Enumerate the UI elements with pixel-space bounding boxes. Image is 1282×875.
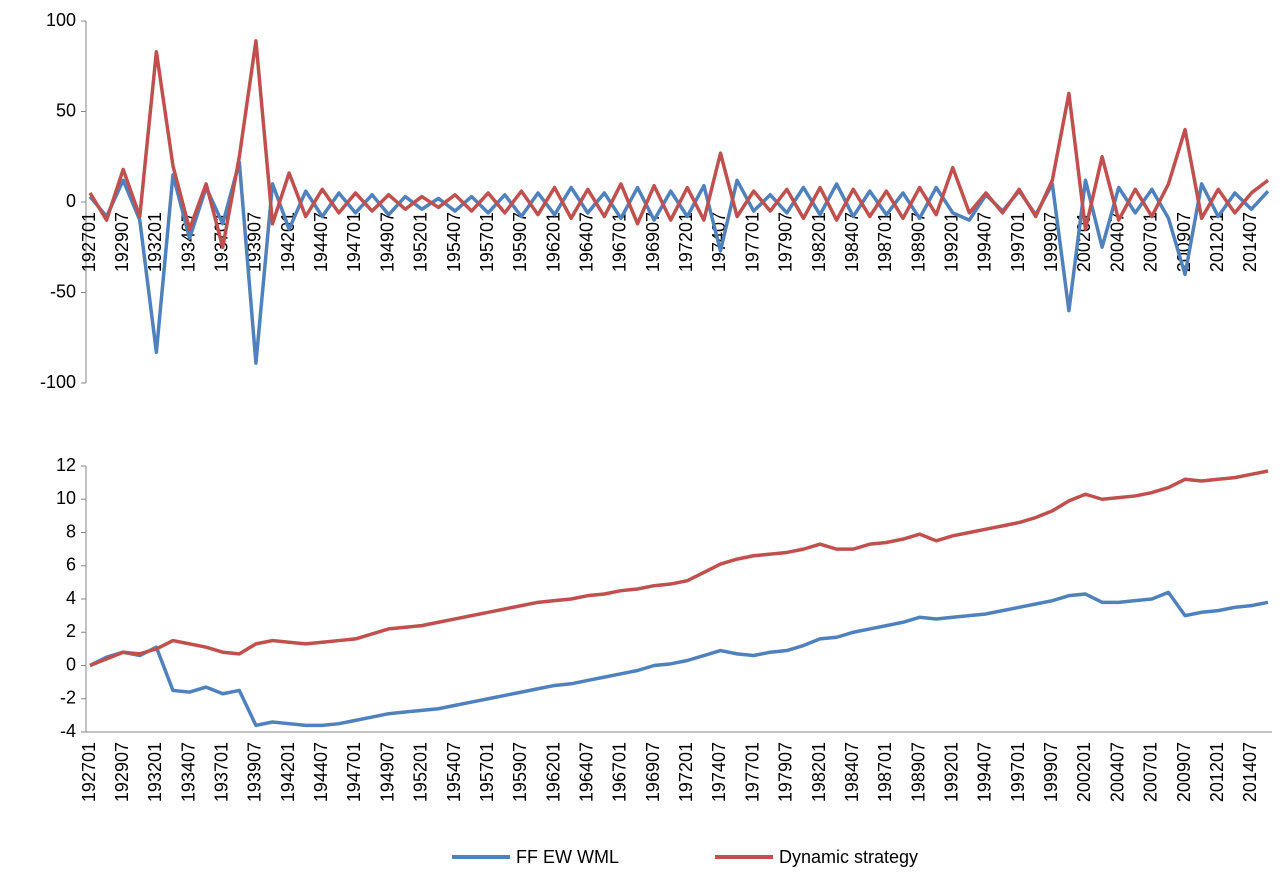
x-tick-label: 200407: [1107, 742, 1127, 802]
x-tick-label: 193201: [145, 212, 165, 272]
x-tick-label: 198407: [842, 742, 862, 802]
x-tick-label: 196701: [610, 212, 630, 272]
x-tick-label: 195407: [444, 212, 464, 272]
x-tick-label: 195907: [510, 742, 530, 802]
series-line: [89, 590, 1269, 728]
x-tick-label: 199407: [975, 742, 995, 802]
y-tick-label: -50: [50, 281, 76, 301]
x-tick-label: 198907: [908, 212, 928, 272]
x-tick-label: 192701: [79, 742, 99, 802]
x-tick-label: 193201: [145, 742, 165, 802]
x-tick-label: 199907: [1041, 742, 1061, 802]
x-tick-label: 200907: [1174, 742, 1194, 802]
x-tick-label: 198701: [875, 212, 895, 272]
x-tick-label: 197407: [709, 742, 729, 802]
x-tick-label: 197701: [742, 742, 762, 802]
x-tick-label: 192701: [79, 212, 99, 272]
x-tick-label: 199407: [975, 212, 995, 272]
x-tick-label: 196407: [576, 212, 596, 272]
x-tick-label: 198407: [842, 212, 862, 272]
x-tick-label: 201201: [1207, 212, 1227, 272]
x-tick-label: 197907: [776, 212, 796, 272]
x-tick-label: 197907: [776, 742, 796, 802]
x-tick-label: 199907: [1041, 212, 1061, 272]
x-tick-label: 196907: [643, 212, 663, 272]
x-tick-label: 201407: [1240, 212, 1260, 272]
x-tick-label: 196701: [610, 742, 630, 802]
x-tick-label: 194701: [344, 742, 364, 802]
x-tick-label: 194907: [377, 212, 397, 272]
series-line: [88, 39, 1270, 249]
legend-label: FF EW WML: [516, 847, 619, 867]
x-tick-label: 194407: [311, 212, 331, 272]
x-tick-label: 193907: [245, 212, 265, 272]
x-tick-label: 196907: [643, 742, 663, 802]
x-tick-label: 198701: [875, 742, 895, 802]
y-tick-label: 0: [66, 654, 76, 674]
y-tick-label: -2: [60, 688, 76, 708]
x-tick-label: 198907: [908, 742, 928, 802]
x-tick-label: 194201: [278, 212, 298, 272]
x-tick-label: 195701: [477, 212, 497, 272]
x-tick-label: 201201: [1207, 742, 1227, 802]
x-tick-label: 194407: [311, 742, 331, 802]
y-tick-label: -100: [40, 372, 76, 392]
series-line: [89, 469, 1269, 668]
x-tick-label: 194201: [278, 742, 298, 802]
x-tick-label: 198201: [809, 212, 829, 272]
x-tick-label: 197201: [676, 212, 696, 272]
x-tick-label: 200201: [1074, 742, 1094, 802]
x-tick-label: 196201: [543, 742, 563, 802]
x-tick-label: 195701: [477, 742, 497, 802]
y-tick-label: 6: [66, 555, 76, 575]
x-tick-label: 196407: [576, 742, 596, 802]
x-tick-label: 200701: [1141, 212, 1161, 272]
x-tick-label: 194907: [377, 742, 397, 802]
x-tick-label: 200701: [1141, 742, 1161, 802]
x-tick-label: 199201: [942, 212, 962, 272]
x-tick-label: 195907: [510, 212, 530, 272]
x-tick-label: 197701: [742, 212, 762, 272]
x-tick-label: 197201: [676, 742, 696, 802]
x-tick-label: 195201: [411, 742, 431, 802]
x-tick-label: 193407: [178, 742, 198, 802]
x-tick-label: 195407: [444, 742, 464, 802]
x-tick-label: 198201: [809, 742, 829, 802]
x-tick-label: 199701: [1008, 212, 1028, 272]
y-tick-label: 8: [66, 521, 76, 541]
x-tick-label: 200407: [1107, 212, 1127, 272]
x-tick-label: 201407: [1240, 742, 1260, 802]
x-tick-label: 199701: [1008, 742, 1028, 802]
x-tick-label: 194701: [344, 212, 364, 272]
y-tick-label: 12: [56, 455, 76, 475]
x-tick-label: 193701: [211, 742, 231, 802]
x-tick-label: 192907: [112, 212, 132, 272]
y-tick-label: 0: [66, 191, 76, 211]
x-tick-label: 196201: [543, 212, 563, 272]
y-tick-label: 4: [66, 588, 76, 608]
y-tick-label: 100: [46, 10, 76, 30]
x-tick-label: 192907: [112, 742, 132, 802]
x-tick-label: 199201: [942, 742, 962, 802]
y-tick-label: 10: [56, 488, 76, 508]
legend-label: Dynamic strategy: [779, 847, 918, 867]
y-tick-label: 50: [56, 100, 76, 120]
x-tick-label: 195201: [411, 212, 431, 272]
y-tick-label: 2: [66, 621, 76, 641]
x-tick-label: 193907: [245, 742, 265, 802]
y-tick-label: -4: [60, 721, 76, 741]
